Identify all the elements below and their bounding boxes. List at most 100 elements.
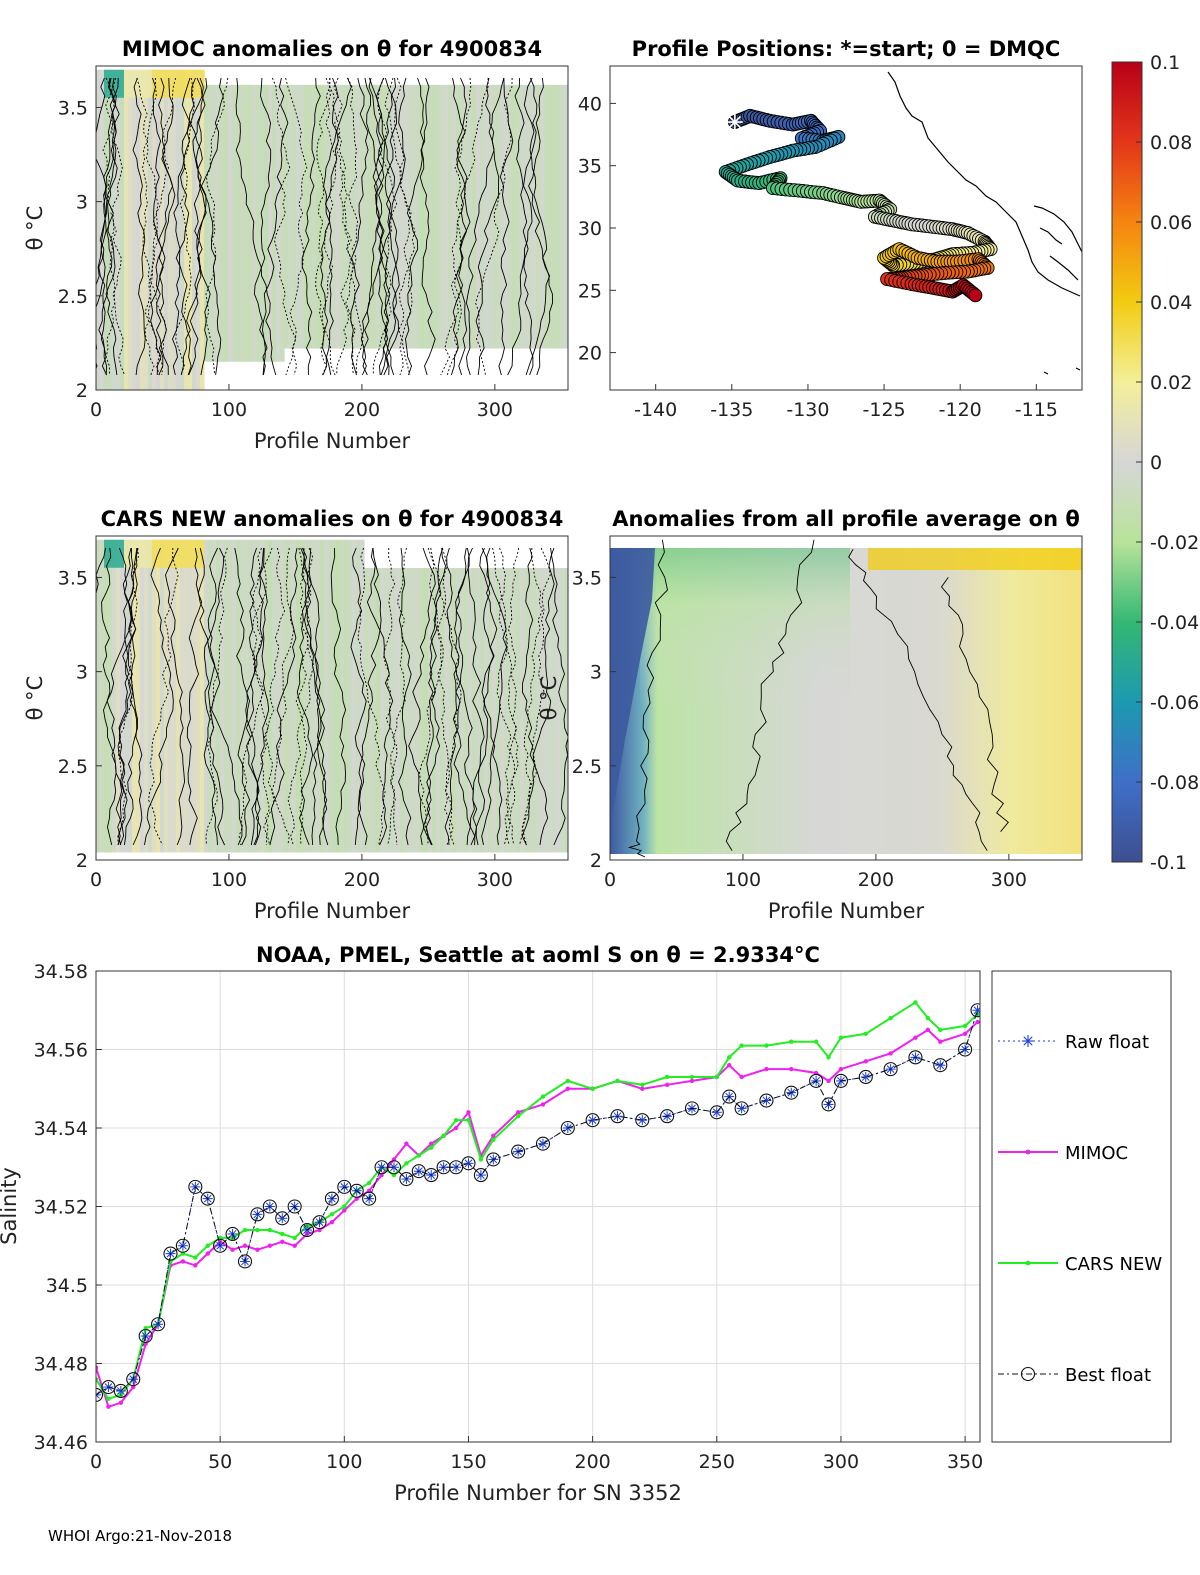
anomaly-cell bbox=[496, 84, 501, 349]
contour-line bbox=[422, 547, 446, 846]
anomaly-cell bbox=[556, 84, 561, 349]
data-point bbox=[324, 1191, 339, 1206]
data-point bbox=[925, 1015, 931, 1021]
contour-line bbox=[481, 547, 508, 846]
contour-line bbox=[528, 77, 553, 376]
contour-line bbox=[186, 547, 205, 846]
anomaly-cell bbox=[292, 84, 297, 349]
contour-line bbox=[117, 548, 136, 846]
x-axis-ticks: 0 100 200 300 bbox=[604, 854, 1027, 891]
contour-line bbox=[357, 547, 386, 846]
contour-line bbox=[430, 547, 462, 846]
anomaly-cell bbox=[200, 539, 205, 853]
contour-line bbox=[475, 77, 500, 376]
anomaly-cell bbox=[404, 568, 409, 853]
data-point bbox=[329, 1220, 335, 1225]
anomaly-cell bbox=[340, 84, 345, 349]
contour-line bbox=[357, 547, 382, 846]
data-point bbox=[491, 1133, 496, 1139]
contour-line bbox=[492, 547, 516, 846]
anomaly-cell bbox=[328, 84, 333, 349]
contour-line bbox=[446, 77, 489, 376]
contour-line bbox=[205, 547, 228, 846]
anomaly-cell bbox=[192, 69, 197, 390]
anomaly-cell bbox=[188, 539, 193, 853]
anomaly-cell bbox=[112, 539, 117, 568]
anomaly-cell bbox=[460, 568, 465, 853]
anomaly-cell bbox=[128, 69, 133, 98]
colorbar-tick-label: -0.1 bbox=[1150, 852, 1187, 874]
data-point bbox=[486, 1152, 501, 1167]
y-tick-label: 34.46 bbox=[34, 1432, 88, 1454]
anomaly-cell bbox=[216, 84, 221, 362]
anomaly-cell bbox=[128, 69, 133, 390]
data-point bbox=[237, 1254, 253, 1269]
contour-line bbox=[362, 77, 385, 376]
data-point bbox=[727, 1055, 732, 1060]
anomaly-cell bbox=[140, 539, 145, 568]
anomaly-cell bbox=[116, 539, 121, 568]
y-tick-label: 40 bbox=[578, 93, 602, 115]
profile-track bbox=[718, 108, 998, 303]
anomaly-cell bbox=[160, 539, 165, 853]
anomaly-cell bbox=[180, 69, 185, 390]
contour-line bbox=[467, 547, 486, 846]
data-point bbox=[585, 1113, 600, 1128]
data-point bbox=[925, 1027, 931, 1033]
contour-line bbox=[147, 77, 177, 376]
anomaly-cell bbox=[344, 84, 349, 349]
x-axis-label: Profile Number bbox=[768, 899, 925, 923]
anomaly-cell bbox=[96, 539, 101, 853]
anomaly-cell bbox=[452, 84, 457, 349]
anomaly-cell bbox=[480, 84, 485, 349]
data-point bbox=[275, 1211, 290, 1226]
data-point bbox=[386, 1160, 402, 1175]
anomaly-cell bbox=[436, 568, 441, 853]
series-best-float bbox=[96, 1003, 980, 1402]
anomaly-cell bbox=[240, 539, 245, 853]
anomaly-cell bbox=[288, 84, 293, 349]
y-tick-label: 34.58 bbox=[34, 961, 88, 983]
anomaly-cell bbox=[180, 69, 185, 98]
anomaly-cell bbox=[364, 84, 369, 349]
y-tick-label: 34.48 bbox=[34, 1354, 88, 1376]
anomaly-cell bbox=[168, 539, 173, 853]
anomaly-cell bbox=[484, 84, 489, 349]
data-point bbox=[96, 1389, 101, 1400]
legend-label: Best float bbox=[1065, 1365, 1151, 1386]
anomaly-cell bbox=[504, 568, 509, 853]
anomaly-cell bbox=[556, 568, 561, 853]
data-point bbox=[565, 1078, 570, 1084]
colorbar-ticks: 0.1 0.08 0.06 0.04 0.02 0 -0.02 -0.04 -0.06 -0.08… bbox=[1136, 52, 1199, 874]
contour-line bbox=[523, 77, 551, 376]
anomaly-cell bbox=[156, 539, 161, 853]
data-point bbox=[913, 1035, 918, 1040]
series-line bbox=[96, 1010, 978, 1396]
anomaly-cell bbox=[100, 539, 105, 853]
profile-position bbox=[968, 288, 983, 303]
x-tick-label: 200 bbox=[344, 869, 380, 891]
anomaly-cell bbox=[252, 539, 257, 853]
y-axis-ticks: 2 2.5 3 3.5 bbox=[58, 567, 102, 872]
x-tick-label: 150 bbox=[450, 1451, 486, 1473]
anomaly-cell bbox=[528, 568, 533, 853]
data-point bbox=[312, 1215, 327, 1230]
anomaly-cell bbox=[200, 539, 205, 568]
data-point bbox=[113, 1383, 128, 1399]
anomaly-cell bbox=[160, 69, 165, 98]
anomaly-cell bbox=[276, 539, 281, 853]
contour-line bbox=[180, 77, 203, 376]
data-point bbox=[962, 1023, 968, 1029]
anomaly-cell bbox=[140, 69, 145, 390]
y-axis-ticks: 20 25 30 35 40 bbox=[578, 93, 616, 365]
anomaly-field bbox=[610, 536, 1082, 854]
anomaly-cell bbox=[104, 69, 109, 98]
anomaly-cell bbox=[196, 69, 201, 390]
colorbar-tick-label: -0.06 bbox=[1150, 692, 1199, 714]
anomaly-cell bbox=[304, 84, 309, 349]
anomaly-cell bbox=[120, 539, 125, 568]
contour-line bbox=[118, 547, 138, 846]
contour-line bbox=[101, 547, 125, 846]
anomaly-cell bbox=[544, 84, 549, 349]
contour-line bbox=[115, 547, 138, 846]
